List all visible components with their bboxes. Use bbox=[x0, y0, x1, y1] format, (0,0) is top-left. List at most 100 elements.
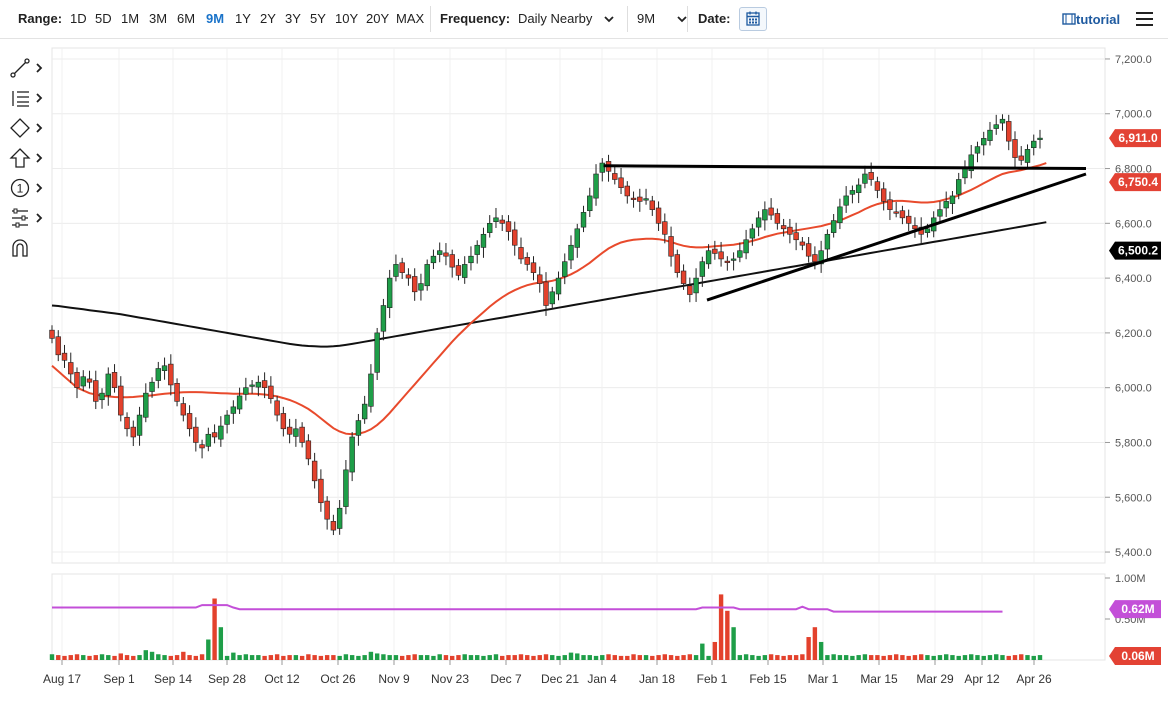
measure-tool-button[interactable] bbox=[8, 206, 46, 230]
volume-bar bbox=[306, 654, 311, 660]
chevron-down-icon bbox=[604, 16, 614, 23]
candle bbox=[430, 249, 437, 270]
candle bbox=[799, 237, 806, 251]
candle-body bbox=[68, 362, 74, 375]
candle bbox=[705, 244, 712, 269]
candle bbox=[649, 195, 656, 216]
candle-body bbox=[474, 244, 480, 255]
range-10y-button[interactable]: 10Y bbox=[335, 11, 359, 26]
volume-bar bbox=[62, 655, 67, 660]
range-5y-button[interactable]: 5Y bbox=[310, 11, 326, 26]
toolbar-separator bbox=[687, 6, 688, 32]
period-dropdown[interactable]: 9M bbox=[637, 11, 687, 27]
candle-body bbox=[893, 211, 899, 214]
candle-body bbox=[255, 381, 262, 388]
shapes-tool-button[interactable] bbox=[8, 116, 46, 140]
candle-body bbox=[743, 239, 749, 254]
frequency-value: Daily Nearby bbox=[518, 11, 593, 26]
date-picker-button[interactable] bbox=[739, 7, 767, 31]
candle bbox=[480, 227, 487, 258]
range-3m-button[interactable]: 3M bbox=[149, 11, 168, 26]
range-2y-button[interactable]: 2Y bbox=[260, 11, 276, 26]
candle-body bbox=[274, 400, 280, 416]
candle bbox=[599, 158, 605, 182]
volume-bar bbox=[537, 655, 542, 660]
volume-bar bbox=[737, 655, 743, 660]
candle-body bbox=[974, 146, 981, 154]
volume-bar bbox=[81, 655, 86, 660]
candle-body bbox=[887, 199, 893, 210]
candle-body bbox=[211, 432, 218, 438]
volume-bar bbox=[612, 655, 617, 660]
candle-body bbox=[799, 241, 806, 246]
candle-body bbox=[843, 195, 849, 206]
range-1y-button[interactable]: 1Y bbox=[235, 11, 251, 26]
candle bbox=[211, 424, 218, 444]
candle bbox=[880, 182, 887, 211]
candle-body bbox=[1018, 155, 1024, 161]
range-1m-button[interactable]: 1M bbox=[121, 11, 140, 26]
volume-bar bbox=[762, 655, 768, 660]
candle-body bbox=[937, 209, 943, 217]
volume-bar bbox=[218, 627, 224, 660]
support-trendline bbox=[706, 172, 1087, 302]
volume-bar bbox=[343, 654, 349, 660]
candle bbox=[462, 256, 468, 284]
candle bbox=[743, 229, 749, 260]
range-9m-button[interactable]: 9M bbox=[206, 11, 225, 26]
candle bbox=[668, 226, 674, 267]
x-tick-label: Feb 1 bbox=[697, 672, 728, 686]
candle bbox=[1006, 114, 1012, 151]
tutorial-link[interactable]: tutorial bbox=[1062, 12, 1120, 27]
candle bbox=[236, 387, 243, 414]
chart-area[interactable]: 7,200.0 7,000.0 6,800.0 6,600.0 6,400.0 6,200… bbox=[0, 38, 1168, 700]
range-20y-button[interactable]: 20Y bbox=[366, 11, 390, 26]
candle bbox=[593, 164, 599, 206]
x-tick-label: Dec 7 bbox=[490, 672, 522, 686]
candle-body bbox=[968, 154, 974, 172]
volume-bar bbox=[281, 655, 286, 660]
volume-bar bbox=[600, 655, 605, 660]
hamburger-menu-icon[interactable] bbox=[1136, 12, 1153, 26]
candle-body bbox=[1012, 139, 1018, 158]
volume-bar bbox=[981, 655, 986, 660]
fibonacci-tool-button[interactable] bbox=[8, 86, 46, 110]
candle-body bbox=[93, 380, 99, 402]
candle-body bbox=[812, 254, 818, 262]
volume-bar bbox=[918, 654, 924, 660]
annotation-tool-button[interactable]: 1 bbox=[8, 176, 46, 200]
volume-bar bbox=[124, 655, 130, 660]
volume-bar bbox=[437, 654, 442, 660]
calendar-icon bbox=[746, 11, 760, 26]
range-max-button[interactable]: MAX bbox=[396, 11, 425, 26]
price-chart[interactable]: 7,200.0 7,000.0 6,800.0 6,600.0 6,400.0 6,200… bbox=[0, 38, 1168, 700]
candle bbox=[937, 201, 943, 224]
fibonacci-tool-icon bbox=[12, 91, 43, 107]
candle-body bbox=[593, 173, 599, 199]
candle-body bbox=[643, 198, 649, 201]
candle bbox=[762, 201, 768, 231]
trendline-tool-button[interactable] bbox=[8, 56, 46, 80]
volume-bar bbox=[718, 594, 724, 660]
candle bbox=[718, 241, 724, 267]
volume-bar bbox=[112, 655, 117, 660]
candle-body bbox=[1031, 140, 1037, 149]
range-1d-button[interactable]: 1D bbox=[70, 11, 87, 26]
candle-body bbox=[124, 416, 130, 430]
candle bbox=[368, 364, 374, 413]
candle bbox=[912, 217, 918, 238]
volume-bar bbox=[481, 655, 486, 660]
candle-body bbox=[855, 184, 862, 193]
range-3y-button[interactable]: 3Y bbox=[285, 11, 301, 26]
arrow-tool-button[interactable] bbox=[8, 146, 46, 170]
volume-bar bbox=[625, 655, 630, 660]
magnet-tool-button[interactable] bbox=[8, 236, 46, 260]
ma-long-line bbox=[51, 221, 1047, 348]
candle-body bbox=[86, 378, 93, 383]
volume-bar bbox=[312, 655, 317, 660]
candle bbox=[862, 165, 868, 189]
volume-bar bbox=[243, 654, 249, 660]
range-5d-button[interactable]: 5D bbox=[95, 11, 112, 26]
range-6m-button[interactable]: 6M bbox=[177, 11, 196, 26]
frequency-dropdown[interactable]: Daily Nearby bbox=[518, 11, 614, 27]
